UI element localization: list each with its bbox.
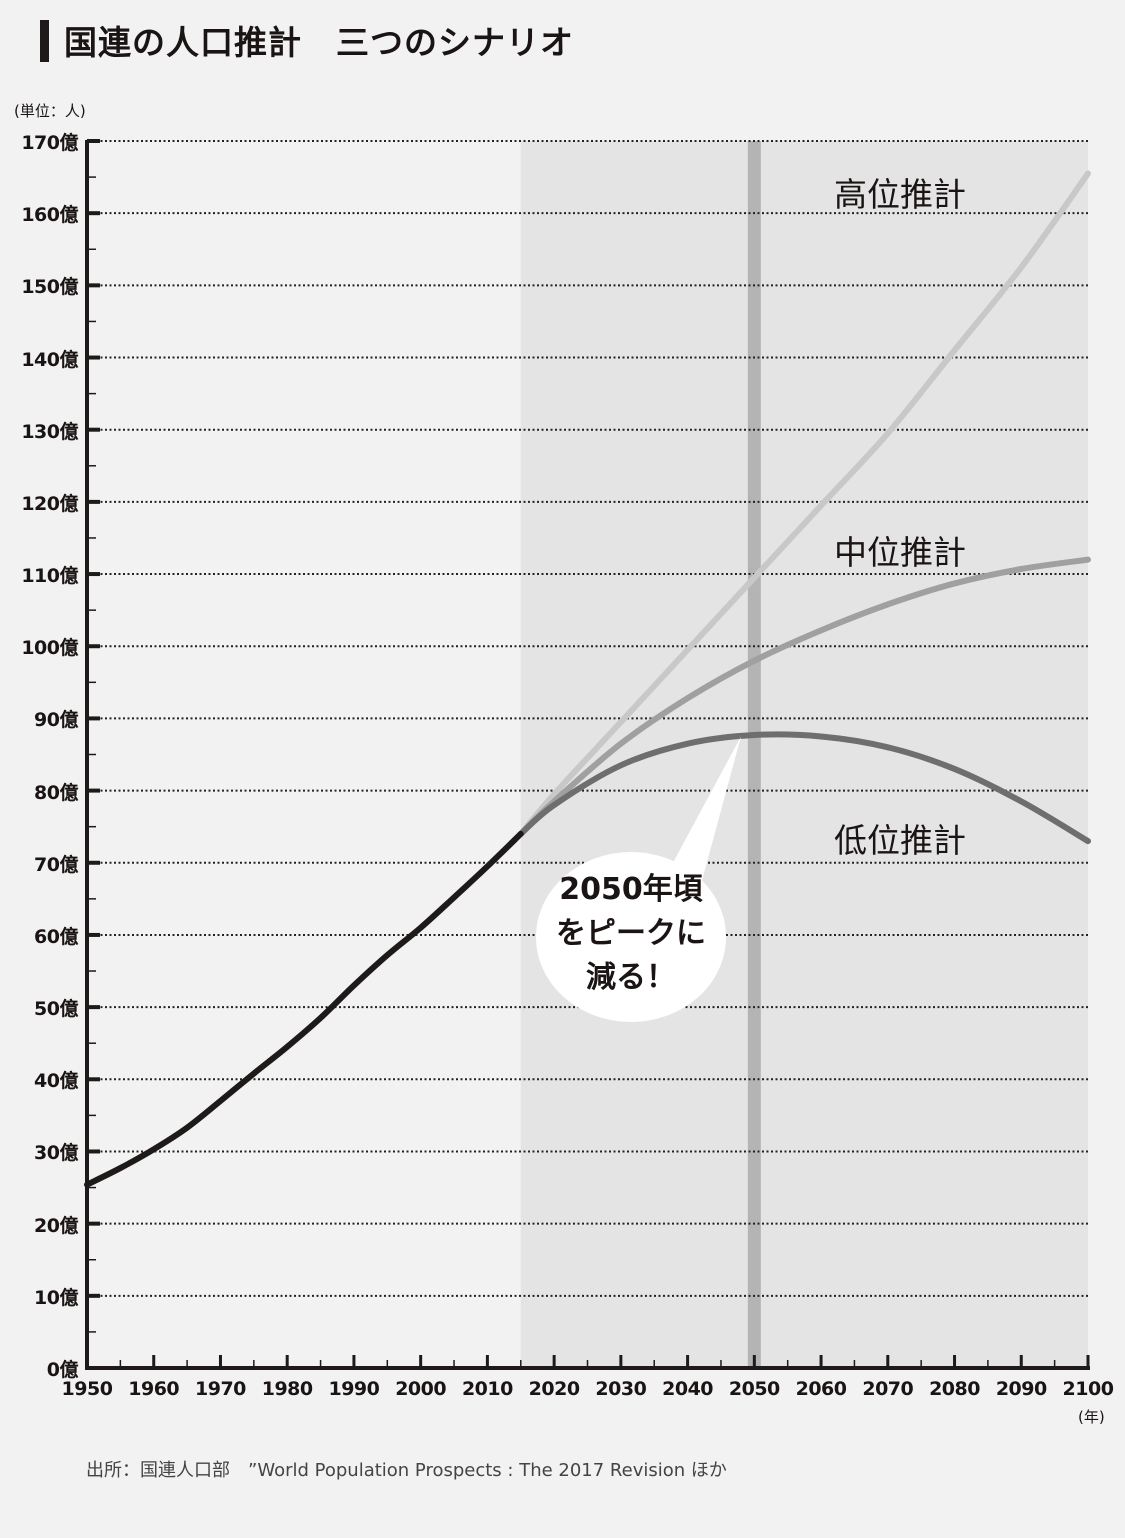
x-tick-label: 1980: [261, 1378, 313, 1400]
y-tick-label: 160億: [21, 204, 78, 227]
label-low-projection: 低位推計: [834, 821, 966, 860]
callout-line-2: をピークに: [556, 916, 706, 951]
series-medium-line: [517, 556, 1091, 837]
y-tick-label: 110億: [21, 565, 78, 588]
y-tick-label: 120億: [21, 492, 78, 515]
y-tick-label: 80億: [34, 781, 78, 804]
x-tick-label: 2070: [862, 1378, 914, 1400]
label-high-projection: 高位推計: [834, 175, 966, 214]
source-note: 出所：国連人口部 ”World Population Prospects : T…: [86, 1460, 727, 1481]
x-tick-label: 2100: [1062, 1378, 1114, 1400]
callout-line-1: 2050年頃: [559, 872, 703, 907]
x-tick-label: 2040: [662, 1378, 714, 1400]
x-tick-label: 2010: [461, 1378, 513, 1400]
x-unit-label: (年): [1078, 1408, 1105, 1426]
projection-shade: [520, 141, 1088, 1368]
y-tick-label: 140億: [21, 348, 78, 371]
callout-bubble: [536, 852, 726, 1022]
y-tick-label: 30億: [34, 1142, 78, 1165]
y-tick-label: 40億: [34, 1070, 78, 1093]
x-tick-label: 2000: [395, 1378, 447, 1400]
x-tick-label: 2060: [795, 1378, 847, 1400]
series-history-line: [84, 830, 524, 1188]
x-tick-label: 1970: [195, 1378, 246, 1400]
y-tick-label: 100億: [21, 637, 78, 660]
series-low-line: [517, 731, 1091, 845]
x-tick-label: 2030: [595, 1378, 647, 1400]
x-tick-label: 1960: [128, 1378, 180, 1400]
y-tick-label: 10億: [34, 1286, 78, 1309]
y-tick-label: 130億: [21, 420, 78, 443]
highlight-band-2050: [747, 141, 761, 1368]
y-tick-label: 170億: [21, 132, 78, 154]
callout-text: 2050年頃 をピークに 減る！: [536, 868, 726, 1000]
y-unit-label: (単位：人): [14, 102, 86, 120]
y-tick-label: 60億: [34, 925, 78, 948]
x-tick-label: 2020: [528, 1378, 580, 1400]
y-tick-label: 20億: [34, 1214, 78, 1237]
label-medium-projection: 中位推計: [834, 533, 966, 572]
callout-pointer: [668, 736, 741, 888]
y-tick-label: 50億: [34, 998, 78, 1021]
y-tick-label: 70億: [34, 853, 78, 876]
series-high-line: [517, 170, 1091, 837]
callout-line-3: 減る！: [586, 960, 676, 995]
y-tick-label: 90億: [34, 709, 78, 732]
title-accent-bar: [40, 20, 49, 62]
x-tick-label: 2090: [995, 1378, 1047, 1400]
x-tick-label: 2080: [929, 1378, 980, 1400]
x-tick-label: 2050: [728, 1378, 780, 1400]
x-tick-label: 1950: [61, 1378, 113, 1400]
page-title: 国連の人口推計 三つのシナリオ: [64, 23, 574, 62]
y-tick-label: 0億: [46, 1359, 79, 1381]
y-tick-label: 150億: [21, 276, 78, 299]
x-tick-label: 1990: [328, 1378, 380, 1400]
